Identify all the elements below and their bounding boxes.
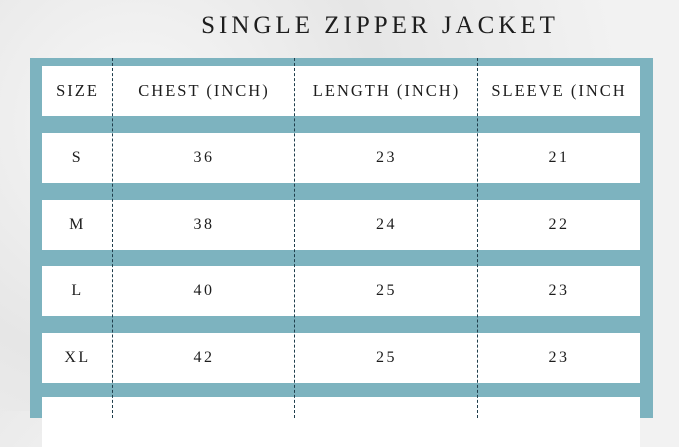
length-cell: 23 xyxy=(376,149,397,166)
chest-cell: 42 xyxy=(193,349,215,366)
chart-title: SINGLE ZIPPER JACKET xyxy=(201,12,559,39)
chest-cell: 40 xyxy=(193,282,215,299)
table-row: S 36 23 21 xyxy=(42,133,640,183)
length-cell: 25 xyxy=(376,282,397,299)
header-sleeve: SLEEVE (INCH xyxy=(491,81,627,100)
table-header-row: SIZE CHEST (INCH) LENGTH (INCH) SLEEVE (… xyxy=(42,66,640,116)
header-chest: CHEST (INCH) xyxy=(138,81,270,100)
table-row-partial xyxy=(42,397,640,447)
header-length: LENGTH (INCH) xyxy=(312,81,461,100)
chest-cell: 38 xyxy=(193,216,215,233)
size-cell: L xyxy=(71,282,84,299)
length-cell: 25 xyxy=(376,349,397,366)
column-divider xyxy=(112,58,113,418)
chest-cell: 36 xyxy=(193,149,215,166)
size-cell: M xyxy=(69,216,86,233)
table-row: M 38 24 22 xyxy=(42,200,640,250)
sleeve-cell: 23 xyxy=(548,282,570,299)
size-cell: XL xyxy=(64,349,91,366)
size-cell: S xyxy=(71,149,84,166)
length-cell: 24 xyxy=(376,216,397,233)
table-row: L 40 25 23 xyxy=(42,266,640,316)
header-size: SIZE xyxy=(56,81,99,100)
table-row: XL 42 25 23 xyxy=(42,333,640,383)
column-divider xyxy=(477,58,478,418)
sleeve-cell: 23 xyxy=(548,349,570,366)
sleeve-cell: 21 xyxy=(548,149,570,166)
sleeve-cell: 22 xyxy=(548,216,570,233)
column-divider xyxy=(294,58,295,418)
